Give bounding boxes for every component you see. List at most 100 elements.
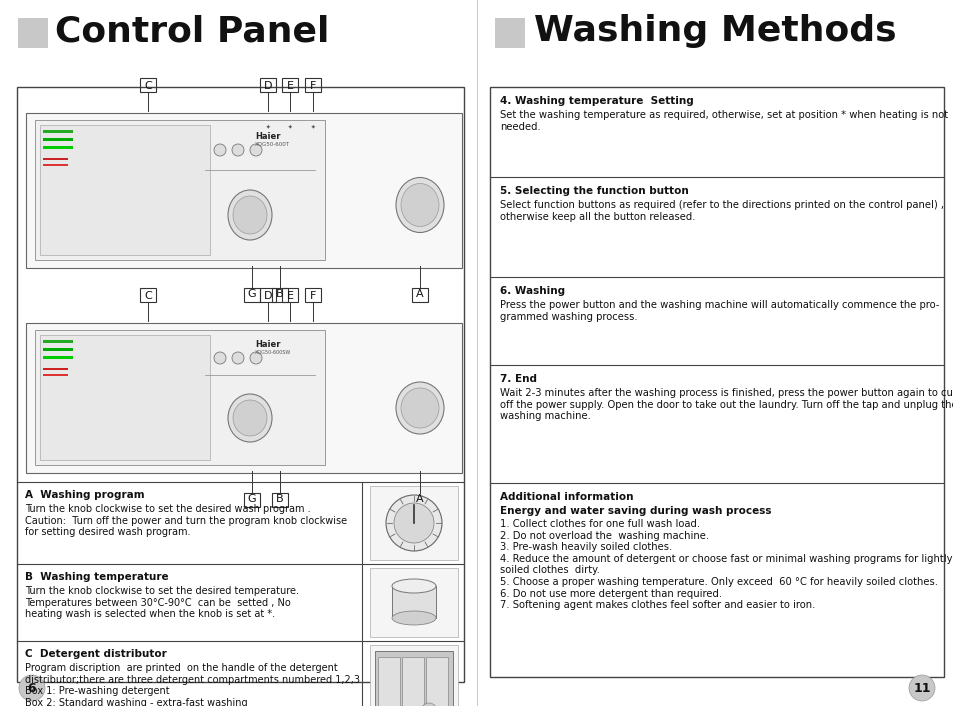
Text: B: B — [276, 494, 283, 504]
Bar — [244, 288, 260, 302]
Bar — [35, 330, 325, 465]
Bar — [272, 288, 288, 302]
Bar — [401, 657, 423, 706]
Text: Turn the knob clockwise to set the desired wash program .
Caution:  Turn off the: Turn the knob clockwise to set the desir… — [25, 504, 347, 537]
Bar — [495, 18, 524, 48]
Bar — [140, 288, 156, 302]
Bar — [244, 493, 260, 507]
Bar — [43, 138, 73, 141]
Text: B: B — [276, 289, 283, 299]
Text: 1. Collect clothes for one full wash load.
2. Do not overload the  washing machi: 1. Collect clothes for one full wash loa… — [499, 519, 951, 610]
Ellipse shape — [392, 611, 436, 625]
Bar — [412, 493, 428, 507]
Circle shape — [213, 144, 226, 156]
Bar — [43, 374, 68, 376]
Text: A  Washing program: A Washing program — [25, 490, 145, 500]
Text: B  Washing temperature: B Washing temperature — [25, 572, 169, 582]
Text: 5. Selecting the function button: 5. Selecting the function button — [499, 186, 688, 196]
Text: F: F — [310, 81, 315, 91]
Text: XQG50-600T: XQG50-600T — [254, 142, 290, 147]
Text: Wait 2-3 minutes after the washing process is finished, press the power button a: Wait 2-3 minutes after the washing proce… — [499, 388, 953, 421]
Bar — [43, 130, 73, 133]
Text: D: D — [263, 81, 272, 91]
Bar — [375, 651, 453, 706]
Bar — [260, 78, 275, 92]
Text: 7. End: 7. End — [499, 374, 537, 384]
Bar — [426, 657, 448, 706]
Bar — [43, 348, 73, 351]
Bar — [43, 158, 68, 160]
Bar — [370, 486, 457, 560]
Bar — [43, 368, 68, 370]
Bar — [17, 87, 463, 682]
Circle shape — [394, 503, 434, 543]
Circle shape — [420, 703, 436, 706]
Circle shape — [250, 144, 262, 156]
Text: C  Detergent distributor: C Detergent distributor — [25, 649, 167, 659]
Bar — [370, 568, 457, 637]
Text: A: A — [416, 494, 423, 504]
Text: Press the power button and the washing machine will automatically commence the p: Press the power button and the washing m… — [499, 300, 939, 322]
Text: C: C — [144, 291, 152, 301]
Ellipse shape — [395, 382, 443, 434]
Bar — [43, 356, 73, 359]
Text: ✦: ✦ — [265, 125, 270, 130]
Ellipse shape — [233, 196, 267, 234]
Bar — [43, 146, 73, 149]
Text: Select function buttons as required (refer to the directions printed on the cont: Select function buttons as required (ref… — [499, 200, 943, 222]
Text: E: E — [286, 81, 294, 91]
Ellipse shape — [400, 184, 438, 227]
Circle shape — [19, 675, 45, 701]
Bar — [305, 288, 320, 302]
Text: C: C — [144, 81, 152, 91]
Bar — [370, 645, 457, 706]
Bar — [412, 288, 428, 302]
Text: D: D — [263, 291, 272, 301]
Circle shape — [232, 144, 244, 156]
Bar — [272, 493, 288, 507]
Text: 11: 11 — [912, 681, 930, 695]
Bar — [490, 87, 943, 677]
Circle shape — [386, 495, 441, 551]
Bar — [260, 288, 275, 302]
Bar — [282, 78, 297, 92]
Bar — [392, 586, 436, 618]
Bar — [40, 335, 210, 460]
Text: Control Panel: Control Panel — [55, 14, 329, 48]
Text: G: G — [248, 494, 256, 504]
Bar — [18, 18, 48, 48]
Ellipse shape — [395, 177, 443, 232]
Text: E: E — [286, 291, 294, 301]
Bar — [282, 288, 297, 302]
Bar — [43, 164, 68, 166]
Bar — [305, 78, 320, 92]
Text: Turn the knob clockwise to set the desired temperature.
Temperatures between 30°: Turn the knob clockwise to set the desir… — [25, 586, 298, 619]
Bar — [26, 113, 461, 268]
Bar — [40, 125, 210, 255]
Bar — [140, 78, 156, 92]
Bar — [26, 323, 461, 473]
Text: F: F — [310, 291, 315, 301]
Text: Energy and water saving during wash process: Energy and water saving during wash proc… — [499, 506, 771, 516]
Text: Haier: Haier — [254, 340, 280, 349]
Ellipse shape — [228, 190, 272, 240]
Circle shape — [232, 352, 244, 364]
Ellipse shape — [392, 579, 436, 593]
Text: A: A — [416, 289, 423, 299]
Circle shape — [250, 352, 262, 364]
Text: Set the washing temperature as required, otherwise, set at position * when heati: Set the washing temperature as required,… — [499, 110, 947, 131]
Bar — [377, 657, 399, 706]
Text: Washing Methods: Washing Methods — [534, 14, 896, 48]
Ellipse shape — [233, 400, 267, 436]
Text: XQG50-600SW: XQG50-600SW — [254, 350, 291, 355]
Circle shape — [213, 352, 226, 364]
Text: ✦: ✦ — [311, 125, 315, 130]
Text: ✦: ✦ — [288, 125, 292, 130]
Bar — [43, 340, 73, 343]
Text: 4. Washing temperature  Setting: 4. Washing temperature Setting — [499, 96, 693, 106]
Text: Haier: Haier — [254, 132, 280, 141]
Text: G: G — [248, 289, 256, 299]
Text: Additional information: Additional information — [499, 492, 633, 502]
Ellipse shape — [228, 394, 272, 442]
Ellipse shape — [400, 388, 438, 428]
